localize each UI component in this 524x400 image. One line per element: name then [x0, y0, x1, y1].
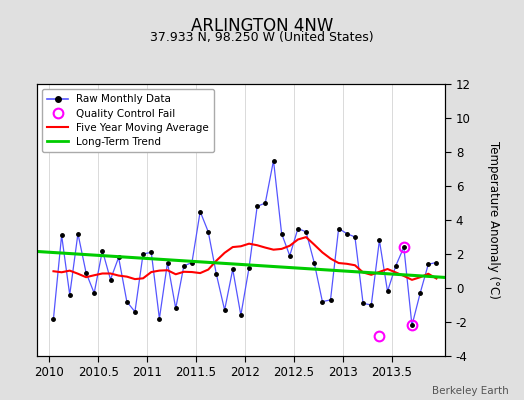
- Legend: Raw Monthly Data, Quality Control Fail, Five Year Moving Average, Long-Term Tren: Raw Monthly Data, Quality Control Fail, …: [42, 89, 214, 152]
- Text: ARLINGTON 4NW: ARLINGTON 4NW: [191, 17, 333, 35]
- Text: Berkeley Earth: Berkeley Earth: [432, 386, 508, 396]
- Text: 37.933 N, 98.250 W (United States): 37.933 N, 98.250 W (United States): [150, 32, 374, 44]
- Y-axis label: Temperature Anomaly (°C): Temperature Anomaly (°C): [487, 141, 500, 299]
